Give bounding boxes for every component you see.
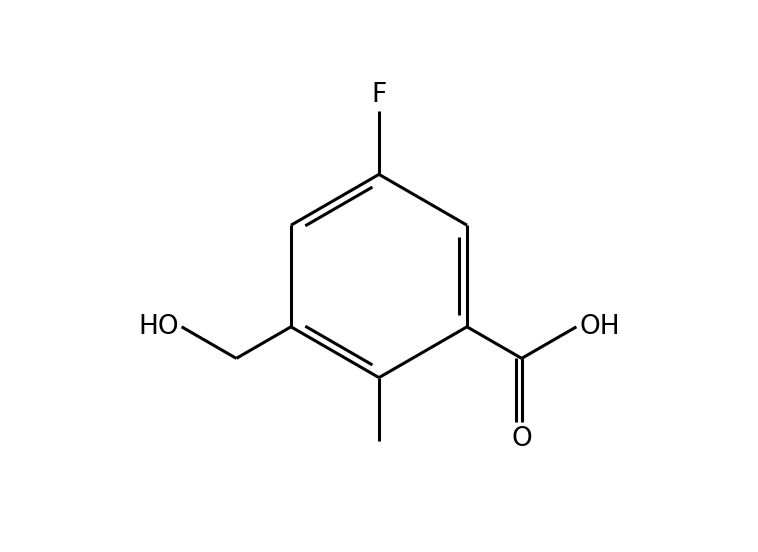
Text: HO: HO [138,314,179,340]
Text: O: O [512,426,532,452]
Text: F: F [371,82,387,109]
Text: OH: OH [579,314,620,340]
